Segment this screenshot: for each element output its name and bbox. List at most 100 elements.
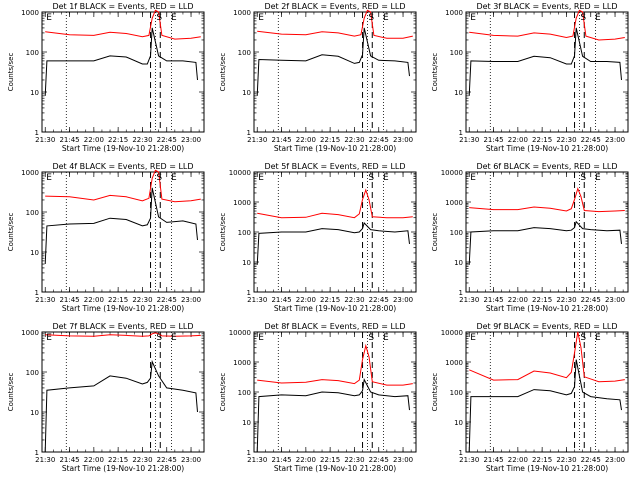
y-tick-label: 1 xyxy=(35,449,39,457)
panel-title: Det 5f BLACK = Events, RED = LLD xyxy=(264,162,405,171)
marker-label: E xyxy=(258,333,264,343)
x-tick-label: 22:15 xyxy=(320,296,340,304)
x-tick-label: 21:30 xyxy=(247,136,267,144)
x-tick-label: 21:45 xyxy=(271,456,291,464)
x-tick-label: 22:15 xyxy=(532,296,552,304)
x-tick-label: 22:45 xyxy=(157,296,177,304)
y-tick-label: 100 xyxy=(450,229,463,237)
x-tick-label: 23:00 xyxy=(393,456,413,464)
x-tick-label: 21:30 xyxy=(459,296,479,304)
y-tick-label: 1000 xyxy=(21,9,39,17)
x-axis-label: Start Time (19-Nov-10 21:28:00) xyxy=(274,144,396,153)
y-tick-label: 1 xyxy=(247,449,251,457)
x-tick-label: 23:00 xyxy=(181,456,201,464)
y-axis-label: Counts/sec xyxy=(431,373,439,412)
marker-label: E xyxy=(383,173,389,183)
x-tick-label: 22:00 xyxy=(508,456,528,464)
y-tick-label: 1 xyxy=(459,289,463,297)
y-axis-label: Counts/sec xyxy=(7,53,15,92)
x-tick-label: 22:30 xyxy=(556,296,576,304)
y-axis-label: Counts/sec xyxy=(431,213,439,252)
y-tick-label: 10 xyxy=(454,259,463,267)
detector-panel: Det 3f BLACK = Events, RED = LLD 1 10 100 10… xyxy=(431,2,629,153)
events-series-line xyxy=(44,27,198,96)
y-tick-label: 10 xyxy=(454,89,463,97)
lld-series-line xyxy=(45,169,201,203)
x-tick-label: 22:00 xyxy=(84,296,104,304)
y-tick-label: 1 xyxy=(459,449,463,457)
y-tick-label: 10000 xyxy=(229,169,251,177)
events-series-line xyxy=(44,187,198,265)
plot-frame xyxy=(253,11,417,133)
x-tick-label: 22:00 xyxy=(84,136,104,144)
y-tick-label: 1 xyxy=(459,129,463,137)
y-axis-label: Counts/sec xyxy=(219,213,227,252)
events-series-line xyxy=(468,359,622,453)
x-tick-label: 21:45 xyxy=(271,136,291,144)
marker-label: S xyxy=(156,13,162,23)
x-tick-label: 21:30 xyxy=(35,296,55,304)
x-tick-label: 22:00 xyxy=(508,296,528,304)
x-tick-label: 23:00 xyxy=(181,296,201,304)
marker-label: S xyxy=(580,333,586,343)
detector-panel: Det 7f BLACK = Events, RED = LLD 1 10 100 10… xyxy=(7,322,205,473)
y-tick-label: 1000 xyxy=(233,359,251,367)
y-tick-label: 10 xyxy=(242,259,251,267)
marker-label: E xyxy=(383,333,389,343)
x-tick-label: 21:45 xyxy=(271,296,291,304)
marker-label: E xyxy=(258,13,264,23)
x-tick-label: 22:15 xyxy=(320,136,340,144)
panel-title: Det 9f BLACK = Events, RED = LLD xyxy=(476,322,617,331)
events-series-line xyxy=(44,359,198,453)
events-series-line xyxy=(256,222,410,265)
x-tick-label: 22:30 xyxy=(556,456,576,464)
x-tick-label: 22:15 xyxy=(108,136,128,144)
detector-panel: Det 6f BLACK = Events, RED = LLD 1 10 100 10… xyxy=(431,162,629,313)
plot-frame xyxy=(41,171,205,293)
y-tick-label: 10 xyxy=(454,419,463,427)
y-tick-label: 100 xyxy=(238,229,251,237)
plot-frame xyxy=(41,331,205,453)
x-tick-label: 21:45 xyxy=(483,136,503,144)
plot-frame xyxy=(465,11,629,133)
panel-title: Det 1f BLACK = Events, RED = LLD xyxy=(52,2,193,11)
events-series-line xyxy=(468,220,622,265)
x-tick-label: 22:45 xyxy=(581,296,601,304)
y-tick-label: 1 xyxy=(247,129,251,137)
events-series-line xyxy=(256,378,410,453)
y-axis-label: Counts/sec xyxy=(431,53,439,92)
detector-panel: Det 9f BLACK = Events, RED = LLD 1 10 100 10… xyxy=(431,322,629,473)
lld-series-line xyxy=(469,187,625,213)
y-tick-label: 1000 xyxy=(21,169,39,177)
x-tick-label: 21:45 xyxy=(59,136,79,144)
y-tick-label: 10000 xyxy=(229,329,251,337)
y-tick-label: 100 xyxy=(238,389,251,397)
x-tick-label: 22:45 xyxy=(581,456,601,464)
marker-label: E xyxy=(470,13,476,23)
marker-label: E xyxy=(46,173,52,183)
x-axis-label: Start Time (19-Nov-10 21:28:00) xyxy=(274,304,396,313)
plot-frame xyxy=(41,11,205,133)
x-tick-label: 22:00 xyxy=(84,456,104,464)
y-axis-label: Counts/sec xyxy=(7,373,15,412)
y-tick-label: 10 xyxy=(30,89,39,97)
y-tick-label: 10 xyxy=(30,249,39,257)
panel-title: Det 8f BLACK = Events, RED = LLD xyxy=(264,322,405,331)
events-series-line xyxy=(256,27,410,96)
marker-label: E xyxy=(258,173,264,183)
x-tick-label: 23:00 xyxy=(181,136,201,144)
x-tick-label: 21:30 xyxy=(35,456,55,464)
panel-title: Det 7f BLACK = Events, RED = LLD xyxy=(52,322,193,331)
x-axis-label: Start Time (19-Nov-10 21:28:00) xyxy=(62,464,184,473)
y-tick-label: 100 xyxy=(26,49,39,57)
x-tick-label: 22:15 xyxy=(532,136,552,144)
x-tick-label: 21:45 xyxy=(483,456,503,464)
x-tick-label: 22:45 xyxy=(157,456,177,464)
x-tick-label: 23:00 xyxy=(393,296,413,304)
x-tick-label: 22:30 xyxy=(132,136,152,144)
x-tick-label: 22:45 xyxy=(157,136,177,144)
y-tick-label: 10000 xyxy=(441,169,463,177)
x-tick-label: 23:00 xyxy=(605,456,625,464)
x-tick-label: 21:45 xyxy=(483,296,503,304)
marker-label: E xyxy=(595,13,601,23)
